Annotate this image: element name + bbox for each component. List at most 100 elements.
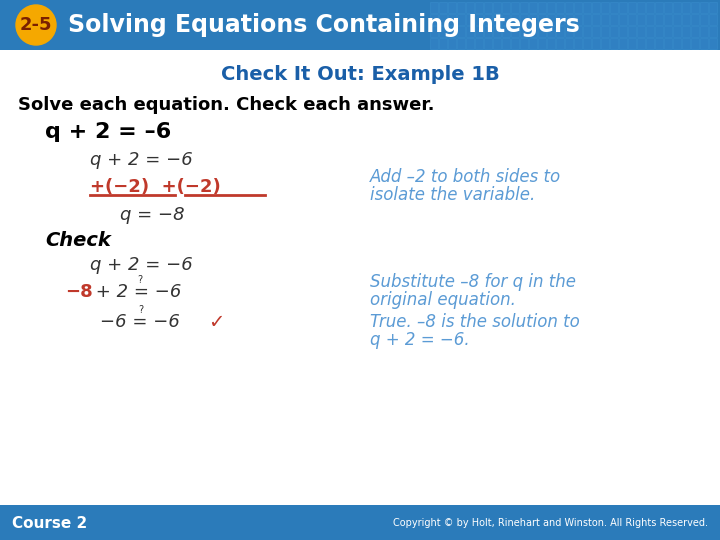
Bar: [664, 38, 672, 49]
Bar: [709, 26, 717, 37]
Bar: [430, 38, 438, 49]
Bar: [691, 26, 699, 37]
Bar: [655, 38, 663, 49]
Bar: [502, 14, 510, 25]
Bar: [682, 14, 690, 25]
Bar: [556, 26, 564, 37]
Bar: [664, 14, 672, 25]
Bar: [673, 26, 681, 37]
Bar: [502, 26, 510, 37]
Bar: [691, 38, 699, 49]
Bar: [673, 14, 681, 25]
Bar: [574, 26, 582, 37]
Text: Solve each equation. Check each answer.: Solve each equation. Check each answer.: [18, 96, 434, 114]
Bar: [709, 14, 717, 25]
Bar: [601, 26, 609, 37]
Bar: [583, 14, 591, 25]
Bar: [511, 38, 519, 49]
Bar: [592, 38, 600, 49]
Text: True. –8 is the solution to: True. –8 is the solution to: [370, 313, 580, 331]
Bar: [457, 26, 465, 37]
Bar: [448, 2, 456, 13]
Bar: [475, 26, 483, 37]
Circle shape: [16, 5, 56, 45]
Bar: [493, 2, 501, 13]
Bar: [637, 38, 645, 49]
Bar: [655, 14, 663, 25]
Bar: [637, 2, 645, 13]
Bar: [682, 2, 690, 13]
Bar: [646, 2, 654, 13]
Bar: [0, 50, 720, 505]
Bar: [475, 38, 483, 49]
Bar: [709, 38, 717, 49]
Bar: [439, 38, 447, 49]
Bar: [529, 38, 537, 49]
Bar: [691, 14, 699, 25]
Bar: [574, 38, 582, 49]
Bar: [664, 2, 672, 13]
Bar: [646, 38, 654, 49]
Bar: [565, 26, 573, 37]
Bar: [439, 2, 447, 13]
Bar: [565, 2, 573, 13]
Bar: [457, 38, 465, 49]
Bar: [502, 38, 510, 49]
Text: Substitute –8 for q in the: Substitute –8 for q in the: [370, 273, 576, 291]
Bar: [682, 26, 690, 37]
Bar: [466, 2, 474, 13]
Bar: [466, 38, 474, 49]
Bar: [457, 2, 465, 13]
Bar: [655, 2, 663, 13]
Bar: [700, 14, 708, 25]
Bar: [700, 26, 708, 37]
Bar: [448, 14, 456, 25]
Bar: [619, 38, 627, 49]
Bar: [682, 38, 690, 49]
Text: +(−2)  +(−2): +(−2) +(−2): [90, 178, 221, 196]
Text: original equation.: original equation.: [370, 291, 516, 309]
Bar: [646, 14, 654, 25]
Bar: [583, 38, 591, 49]
Bar: [583, 2, 591, 13]
Text: Add –2 to both sides to: Add –2 to both sides to: [370, 168, 561, 186]
Bar: [511, 2, 519, 13]
Text: + 2 = −6: + 2 = −6: [90, 283, 181, 301]
Bar: [637, 26, 645, 37]
Bar: [475, 14, 483, 25]
Text: q + 2 = −6: q + 2 = −6: [90, 256, 193, 274]
Bar: [583, 26, 591, 37]
Bar: [439, 26, 447, 37]
Text: Course 2: Course 2: [12, 516, 87, 530]
Text: Check: Check: [45, 231, 111, 249]
Bar: [601, 2, 609, 13]
Bar: [691, 2, 699, 13]
Bar: [520, 26, 528, 37]
Text: −6 = −6: −6 = −6: [100, 313, 180, 331]
Bar: [619, 14, 627, 25]
Bar: [538, 38, 546, 49]
Bar: [610, 2, 618, 13]
Text: 2-5: 2-5: [19, 16, 53, 34]
Text: q + 2 = –6: q + 2 = –6: [45, 122, 171, 142]
Bar: [484, 38, 492, 49]
Bar: [601, 14, 609, 25]
Text: Copyright © by Holt, Rinehart and Winston. All Rights Reserved.: Copyright © by Holt, Rinehart and Winsto…: [393, 518, 708, 528]
Bar: [493, 26, 501, 37]
Text: ?: ?: [138, 275, 143, 285]
Text: Solving Equations Containing Integers: Solving Equations Containing Integers: [68, 13, 580, 37]
Bar: [610, 38, 618, 49]
Text: −8: −8: [65, 283, 93, 301]
Bar: [700, 38, 708, 49]
Bar: [466, 14, 474, 25]
Bar: [430, 26, 438, 37]
Text: isolate the variable.: isolate the variable.: [370, 186, 535, 204]
Bar: [700, 2, 708, 13]
Bar: [565, 14, 573, 25]
Bar: [466, 26, 474, 37]
Text: q + 2 = −6.: q + 2 = −6.: [370, 331, 469, 349]
Bar: [664, 26, 672, 37]
Text: q = −8: q = −8: [120, 206, 184, 224]
Bar: [493, 38, 501, 49]
Bar: [556, 2, 564, 13]
